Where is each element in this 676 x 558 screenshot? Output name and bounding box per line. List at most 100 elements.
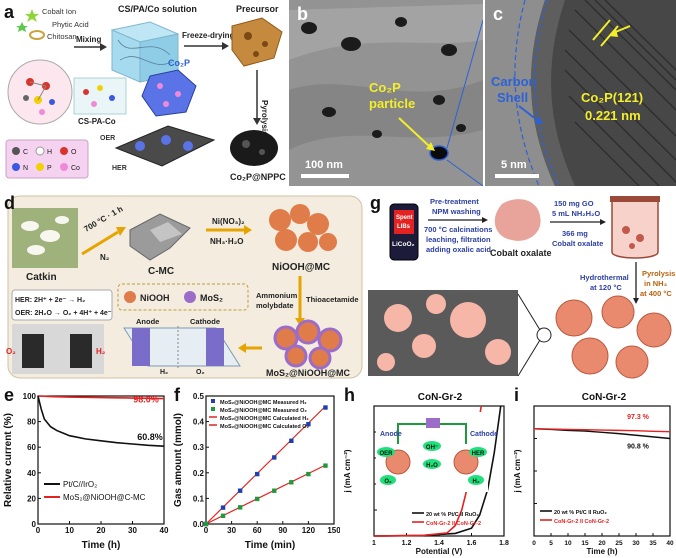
y-tick-label: 0.1 — [193, 494, 205, 503]
anode-label: Anode — [380, 431, 402, 438]
x-tick-label: 90 — [278, 526, 287, 535]
mos2-product-label: MoS₂@NiOOH@MC — [266, 368, 351, 378]
highlighted-particle — [429, 145, 449, 161]
mixing-label: Mixing — [76, 35, 101, 44]
her-equation: HER: 2H⁺ + 2e⁻ → H₂ — [15, 297, 85, 304]
data-point — [237, 505, 243, 510]
data-point — [255, 496, 260, 502]
oh-label: OH⁻ — [426, 445, 438, 451]
arrow-icon — [222, 42, 229, 50]
panel-e: e 0 10 20 30 40 0 20 40 60 80 100 Time (h) Relative … — [0, 384, 170, 558]
chart-i: 0 5 10 15 20 25 30 35 40 Time (h) j (mA cm⁻²) CoN-G… — [513, 392, 674, 556]
molecule-zoom — [7, 59, 73, 125]
legend-o: O — [71, 149, 77, 156]
panel-label: d — [4, 193, 15, 213]
x-tick-label: 10 — [65, 526, 74, 535]
chart-title: CoN-Gr-2 — [418, 392, 463, 403]
series-line-1 — [37, 395, 165, 447]
panel-c: Carbon Shell Co₂P(121) 0.221 nm 5 nm c — [485, 0, 676, 186]
calc-label-3: adding oxalic acid — [426, 245, 491, 254]
chitosan-icon — [29, 30, 45, 40]
y-tick-label: 0 — [32, 520, 37, 529]
x-tick-label: 40 — [160, 526, 169, 535]
panel-h: h 1 1.2 1.4 1.6 1.8 Potential (V) j (mA cm⁻²) C… — [342, 384, 510, 558]
chitosan-label: Chitosan — [47, 32, 77, 41]
hrtem-image: Carbon Shell Co₂P(121) 0.221 nm 5 nm — [485, 0, 676, 186]
x-tick-label: 0 — [36, 526, 41, 535]
calc-label-2: leaching, filtration — [426, 235, 491, 244]
battery-chem: LiCoO₂ — [392, 241, 414, 248]
x-tick-label: 150 — [327, 526, 340, 535]
arrow-icon — [633, 298, 639, 304]
co2p-label: Co₂P — [168, 58, 190, 68]
cathode-label: Cathode — [470, 431, 498, 438]
y-tick-label: 0.0 — [193, 520, 205, 529]
data-point — [323, 463, 328, 468]
panel-f: f 0 30 60 90 120 150 0.0 0.1 0.2 0.3 0.4 0.5 Time (m… — [172, 384, 340, 558]
chart-e: 0 10 20 30 40 0 20 40 60 80 100 Time (h) Relative cu… — [3, 392, 169, 551]
x-tick-label: 120 — [302, 526, 316, 535]
o2-badge — [380, 475, 396, 485]
phytic-acid-label: Phytic Acid — [52, 20, 89, 29]
y-tick-label: 60 — [27, 443, 36, 452]
data-point — [255, 471, 260, 477]
data-point — [203, 521, 209, 527]
mg-label: 366 mg — [562, 229, 588, 238]
x-tick-label: 15 — [581, 540, 589, 547]
y-axis-label: Relative current (%) — [3, 413, 14, 507]
arrow-icon — [535, 116, 543, 124]
urchin-electrode — [453, 449, 479, 475]
pyro-label: Pyrolysis — [642, 269, 675, 278]
x-tick-label: 1 — [372, 540, 376, 547]
plot-frame — [205, 395, 335, 525]
chart-h: 1 1.2 1.4 1.6 1.8 Potential (V) j (mA cm⁻²) CoN… — [343, 392, 509, 556]
freeze-drying-label: Freeze-drying — [182, 31, 235, 40]
o2-label: O₂ — [196, 369, 205, 376]
h2-photo-label: H₂ — [96, 347, 106, 356]
x-tick-label: 40 — [666, 540, 674, 547]
legend-c: C — [23, 149, 28, 156]
data-point — [272, 488, 277, 493]
oer-label: OER — [379, 451, 393, 457]
legend-n: N — [23, 165, 28, 172]
panel-label: g — [370, 193, 381, 213]
legend-label: 20 wt % Pt/C II RuO₂ — [426, 512, 479, 518]
y-tick-label: 0.3 — [193, 443, 205, 452]
solution-title: CS/PA/Co solution — [118, 4, 197, 14]
x-axis-label: Time (min) — [245, 540, 295, 551]
arrow-icon — [426, 142, 435, 151]
gas-label: N₂ — [100, 253, 110, 262]
atom-legend — [5, 139, 89, 179]
x-axis-label: Time (h) — [587, 547, 618, 556]
legend-label: CoN-Gr-2 II CoN-Gr-2 — [426, 521, 481, 527]
pyro-label-3: at 400 °C — [640, 289, 672, 298]
panel-a: a Cobalt Ion Phytic Acid Chitosan Mixing… — [0, 0, 287, 186]
thioacetamide-label: Thioacetamide — [306, 295, 359, 304]
complex-label: CS-PA-Co — [78, 117, 116, 126]
arrow-icon — [100, 43, 107, 51]
mos2-niooh-mc-structure — [273, 319, 343, 370]
urchin-electrode — [385, 449, 411, 475]
cmc-label: C-MC — [148, 266, 174, 277]
panel-b: Co₂P particle 100 nm b — [289, 0, 483, 186]
particle-label-2: particle — [369, 96, 415, 111]
chart-f: 0 30 60 90 120 150 0.0 0.1 0.2 0.3 0.4 0.5 Time (min… — [173, 392, 340, 551]
battery-label-2: LIBs — [397, 224, 411, 230]
y-tick-label: 0.2 — [193, 469, 205, 478]
legend-swatch — [211, 399, 215, 403]
mg-label-2: Cobalt oxalate — [552, 239, 603, 248]
legend-mos2: MoS₂ — [200, 293, 223, 303]
panel-label: c — [493, 4, 504, 24]
her-badge — [469, 447, 487, 457]
arrow-icon — [609, 29, 618, 37]
niooh-mc-label: NiOOH@MC — [272, 262, 330, 273]
h2-label: H₂ — [473, 479, 480, 485]
legend-label: MoS₂@NiOOH@MC Measured H₂ — [220, 400, 307, 406]
co2p-crystal — [141, 69, 197, 117]
x-tick-label: 20 — [97, 526, 106, 535]
panel-i: i 0 5 10 15 20 25 30 35 40 Time (h) j (mA cm⁻²) CoN… — [512, 384, 676, 558]
beaker — [611, 200, 659, 259]
urchin-particles — [555, 295, 672, 379]
legend-label: MoS₂@NiOOH@C-MC — [63, 493, 146, 502]
data-point — [306, 421, 311, 427]
